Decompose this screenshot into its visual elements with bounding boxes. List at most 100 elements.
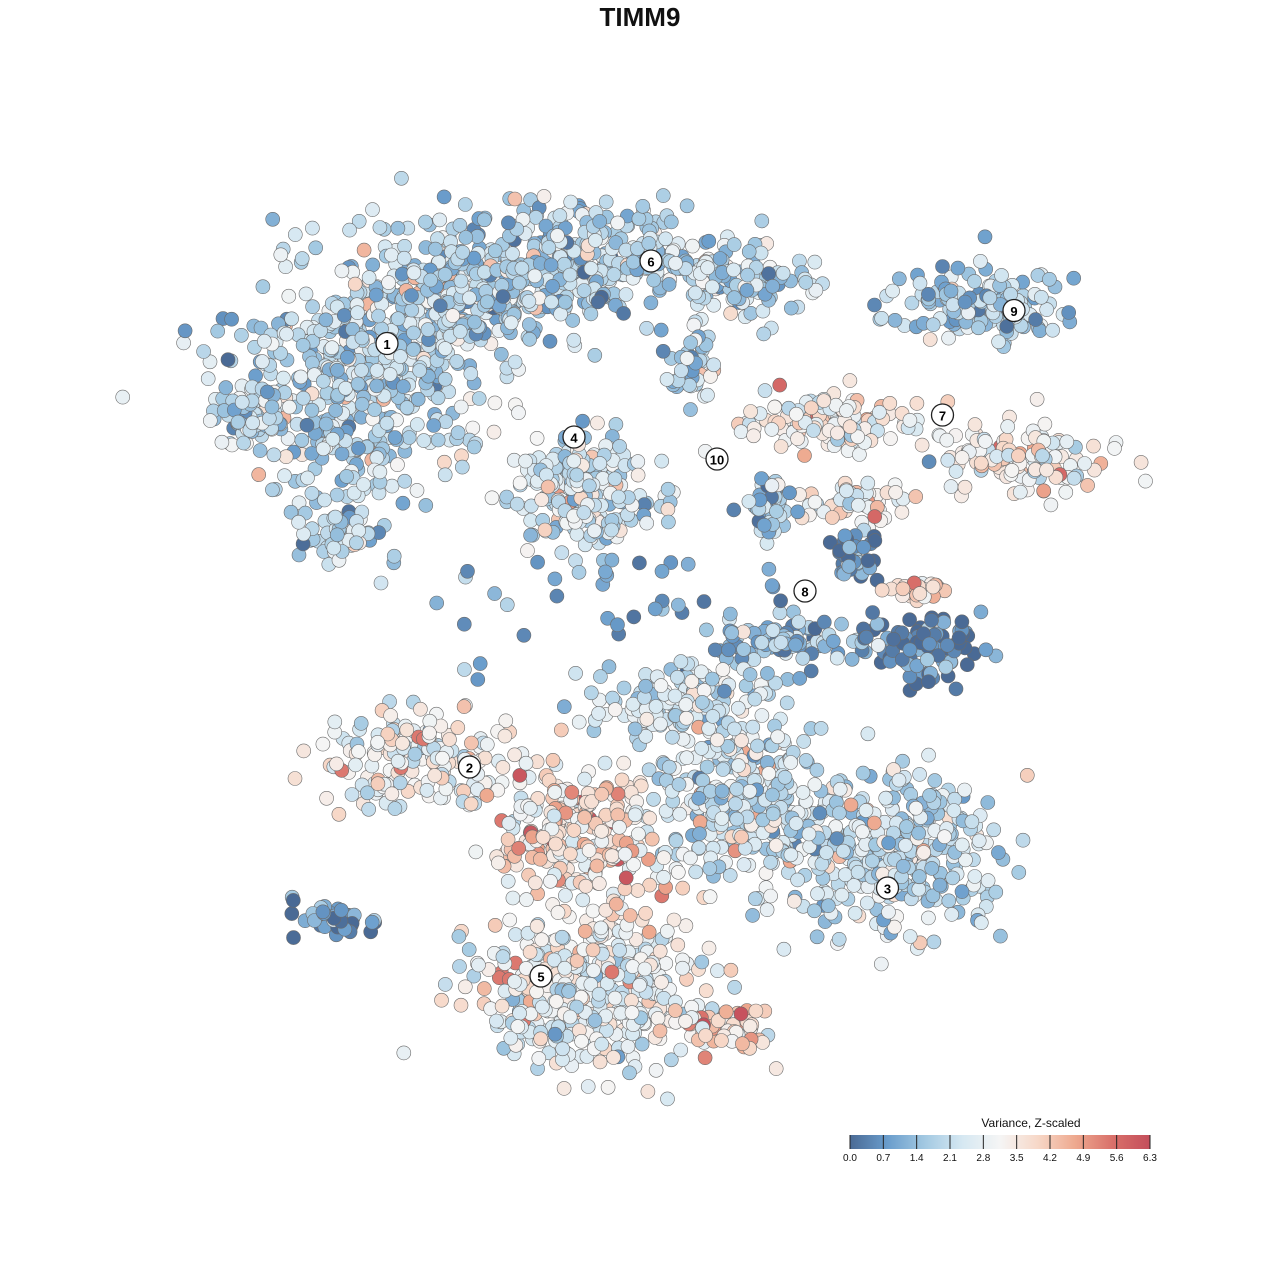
data-point [946, 803, 962, 818]
data-point [294, 251, 310, 266]
data-point [533, 1031, 549, 1047]
data-point [317, 492, 332, 508]
data-point [761, 266, 777, 281]
data-point [761, 561, 777, 577]
data-point [519, 892, 534, 907]
data-point [663, 214, 679, 230]
data-point [354, 362, 369, 378]
data-point [630, 467, 646, 483]
data-point [626, 609, 642, 625]
data-point [318, 416, 334, 432]
cluster-label-text: 2 [466, 761, 473, 776]
data-point [1012, 484, 1028, 500]
data-point [626, 857, 641, 872]
data-point [699, 759, 715, 775]
data-point [872, 404, 887, 420]
data-point [614, 772, 630, 788]
data-point [855, 824, 870, 840]
data-point [886, 631, 901, 647]
data-point [610, 617, 625, 633]
cluster-label-marker [1002, 298, 1026, 323]
data-point [530, 554, 545, 570]
legend-tick-label: 4.2 [1043, 1153, 1057, 1164]
data-point [365, 257, 381, 273]
data-point [245, 415, 260, 431]
data-point [547, 571, 563, 587]
data-point [329, 527, 345, 543]
data-point [1020, 767, 1035, 783]
data-point [685, 238, 700, 254]
data-point [259, 384, 275, 400]
data-point [598, 564, 613, 580]
data-point [792, 671, 808, 686]
data-point [786, 893, 802, 909]
data-point [497, 728, 513, 744]
data-point [594, 823, 609, 839]
data-point [295, 337, 311, 353]
data-point [867, 509, 883, 524]
data-point [594, 786, 610, 802]
data-point [601, 659, 617, 675]
data-point [541, 240, 557, 255]
data-point [797, 448, 812, 463]
data-point [747, 891, 763, 907]
data-point [660, 481, 676, 497]
data-point [735, 1036, 750, 1051]
data-point [284, 311, 299, 327]
data-point [1107, 441, 1122, 456]
data-point [470, 672, 486, 687]
data-point [487, 917, 503, 933]
data-point [594, 1036, 610, 1052]
data-point [606, 1050, 621, 1065]
data-point [569, 953, 585, 969]
data-point [932, 877, 948, 893]
data-point [616, 755, 632, 771]
data-point [668, 255, 683, 271]
data-point [726, 290, 742, 306]
data-point [529, 430, 545, 446]
data-point [723, 962, 739, 978]
data-point [768, 1061, 784, 1076]
data-point [516, 627, 532, 643]
data-point [641, 762, 657, 778]
data-point [763, 854, 778, 870]
data-point [724, 625, 740, 641]
data-point [498, 713, 514, 729]
data-point [315, 441, 331, 457]
data-point [556, 1081, 572, 1096]
data-point [795, 650, 811, 666]
data-point [1059, 434, 1075, 450]
data-point [904, 295, 920, 311]
data-point [734, 829, 749, 845]
data-point [575, 413, 590, 429]
data-point [635, 199, 651, 214]
data-point [452, 218, 468, 233]
data-point [397, 473, 413, 489]
data-point [342, 222, 357, 238]
data-point [587, 523, 602, 539]
data-point [277, 468, 292, 484]
data-point [305, 299, 320, 315]
data-point [702, 861, 718, 876]
data-point [654, 974, 669, 990]
data-point [867, 297, 882, 313]
legend-gradient-bar [850, 1135, 1150, 1149]
data-point [393, 349, 408, 364]
data-point [736, 642, 751, 657]
data-point [710, 963, 725, 979]
cluster-label-marker [375, 331, 399, 356]
data-point [445, 308, 461, 323]
data-point [534, 492, 550, 507]
data-point [200, 371, 216, 387]
data-point [543, 873, 558, 889]
data-point [883, 431, 898, 446]
data-point [608, 896, 624, 912]
data-point [548, 836, 563, 852]
data-point [775, 265, 791, 281]
data-point [654, 453, 670, 469]
data-point [701, 233, 717, 249]
legend-colorbar [850, 1135, 1150, 1149]
data-point [1042, 271, 1057, 287]
data-point [865, 605, 880, 620]
data-point [812, 805, 828, 821]
